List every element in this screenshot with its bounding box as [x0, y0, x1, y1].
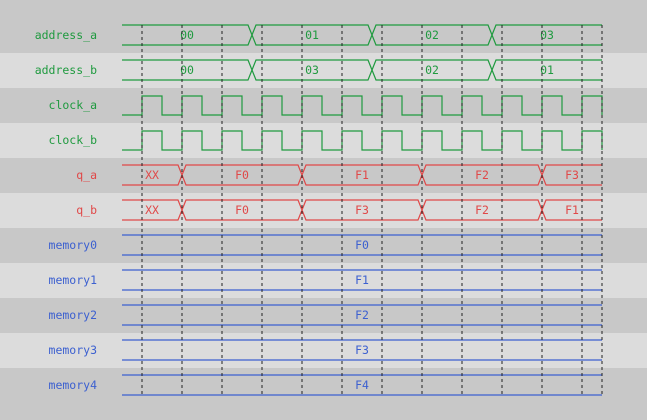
- row-band: [0, 88, 647, 123]
- signal-row-address_a: address_a 00 01 02 03: [35, 24, 602, 46]
- signal-row-q_b: q_b XX F0 F3 F2 F1: [76, 199, 602, 221]
- signal-row-q_a: q_a XX F0 F1 F2 F3: [76, 164, 602, 186]
- bus-value: 02: [425, 28, 439, 42]
- signal-label: memory3: [49, 343, 98, 357]
- bus-segment: [541, 199, 602, 221]
- signal-label: memory4: [49, 378, 98, 392]
- signal-label: memory1: [49, 273, 98, 287]
- row-band: [0, 193, 647, 228]
- signal-label: q_a: [76, 168, 97, 182]
- signal-row-clock_b: clock_b: [49, 130, 603, 151]
- signal-label: q_b: [76, 203, 97, 217]
- bus-value: F3: [565, 168, 579, 182]
- signal-label: address_a: [35, 28, 97, 42]
- bus-value: F2: [475, 203, 489, 217]
- bus-segment: [122, 374, 602, 396]
- row-band: [0, 263, 647, 298]
- bus-value: 02: [425, 63, 439, 77]
- bus-value: F0: [235, 168, 249, 182]
- signal-row-memory0: memory0 F0: [49, 234, 602, 256]
- bus-value: F3: [355, 203, 369, 217]
- signal-row-memory2: memory2 F2: [49, 304, 602, 326]
- signal-label: address_b: [35, 63, 97, 77]
- bus-value: F2: [475, 168, 489, 182]
- signal-row-memory1: memory1 F1: [49, 269, 602, 291]
- bus-value: 01: [540, 63, 554, 77]
- bus-value: F1: [565, 203, 579, 217]
- row-band: [0, 123, 647, 158]
- signal-label: memory0: [49, 238, 98, 252]
- bus-segment: [122, 269, 602, 291]
- bus-segment: [122, 304, 602, 326]
- bus-value: F2: [355, 308, 369, 322]
- bus-value: XX: [145, 168, 159, 182]
- signal-row-clock_a: clock_a: [49, 95, 603, 116]
- bus-value: F3: [355, 343, 369, 357]
- bus-segment: [122, 339, 602, 361]
- row-band: [0, 333, 647, 368]
- signal-row-memory3: memory3 F3: [49, 339, 602, 361]
- bus-value: F1: [355, 273, 369, 287]
- signal-row-memory4: memory4 F4: [49, 374, 602, 396]
- bus-segment: [491, 24, 602, 46]
- bus-value: 03: [540, 28, 554, 42]
- signal-label: memory2: [49, 308, 97, 322]
- row-band: [0, 18, 647, 53]
- bus-value: 03: [305, 63, 319, 77]
- bus-value: F1: [355, 168, 369, 182]
- bus-value: 00: [180, 28, 194, 42]
- clock-waveform: [122, 130, 603, 151]
- row-band: [0, 228, 647, 263]
- signal-label: clock_a: [49, 98, 97, 112]
- bus-segment: [122, 234, 602, 256]
- clock-waveform: [122, 95, 603, 116]
- signal-row-address_b: address_b 00 03 02 01: [35, 59, 602, 81]
- signal-label: clock_b: [49, 133, 98, 147]
- grid-lines: [141, 25, 603, 395]
- bus-value: 00: [180, 63, 194, 77]
- row-band: [0, 158, 647, 193]
- bus-value: F0: [355, 238, 369, 252]
- bus-segment: [491, 59, 602, 81]
- bus-value: XX: [145, 203, 159, 217]
- bus-value: 01: [305, 28, 319, 42]
- row-band: [0, 368, 647, 420]
- bus-value: F0: [235, 203, 249, 217]
- bus-value: F4: [355, 378, 369, 392]
- row-band: [0, 53, 647, 88]
- row-band: [0, 298, 647, 333]
- bus-segment: [541, 164, 602, 186]
